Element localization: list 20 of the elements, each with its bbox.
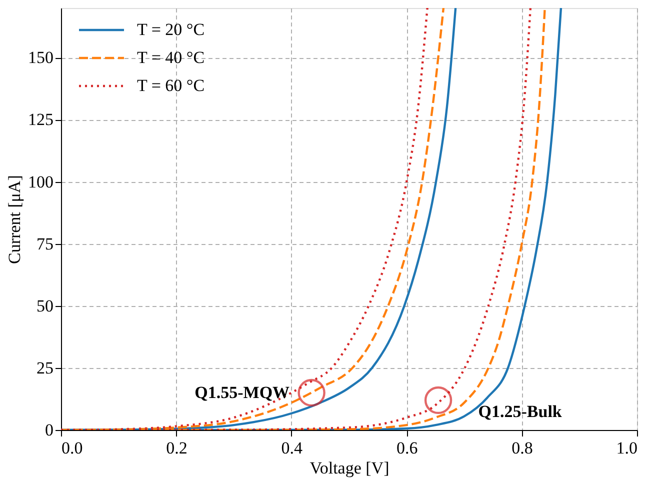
y-axis-title: Current [μA]	[5, 175, 24, 264]
legend-label: T = 60 °C	[137, 76, 205, 95]
y-tick-label: 50	[36, 296, 54, 316]
y-tick-label: 125	[28, 110, 54, 130]
y-tick-label: 150	[28, 48, 54, 68]
x-tick-label: 0.8	[512, 438, 533, 458]
legend-label: T = 40 °C	[137, 48, 205, 67]
x-tick-label: 0.2	[166, 438, 188, 458]
x-axis-title: Voltage [V]	[310, 458, 390, 478]
annotation: Q1.55-MQW	[194, 382, 290, 402]
x-tick-label: 1.0	[616, 438, 638, 458]
y-tick-label: 25	[36, 358, 54, 378]
x-tick-label: 0.6	[396, 438, 418, 458]
y-tick-label: 75	[36, 234, 54, 254]
x-tick-label: 0.4	[281, 438, 304, 458]
legend-label: T = 20 °C	[137, 20, 205, 39]
annotation: Q1.25-Bulk	[478, 402, 562, 422]
x-tick-label: 0.0	[62, 438, 83, 458]
y-tick-label: 100	[28, 172, 54, 192]
y-tick-label: 0	[45, 420, 54, 440]
